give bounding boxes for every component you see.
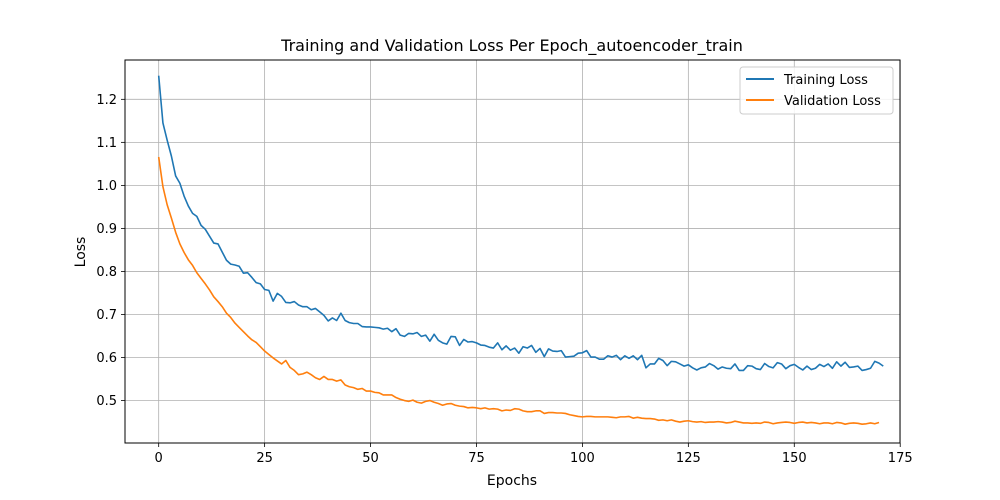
- legend: Training Loss Validation Loss: [739, 66, 894, 115]
- y-tick-label: 0.7: [96, 308, 117, 323]
- x-tick-label: 75: [468, 451, 485, 466]
- x-tick-label: 100: [570, 451, 595, 466]
- y-tick-label: 0.5: [96, 394, 117, 409]
- plot-frame: [124, 59, 901, 444]
- training-loss-line: [157, 75, 884, 372]
- y-tick-label: 0.8: [96, 265, 117, 280]
- y-tick-label: 0.6: [96, 351, 117, 366]
- x-tick-label: 50: [362, 451, 379, 466]
- validation-loss-line: [157, 156, 880, 426]
- x-tick-label: 150: [782, 451, 807, 466]
- y-axis: 0.5 0.6 0.7 0.8 0.9 1.0 1.1 1.2: [96, 93, 125, 409]
- x-tick-label: 0: [155, 451, 163, 466]
- legend-box: [739, 66, 894, 115]
- x-axis: 0 25 50 75 100 125 150 175: [155, 443, 913, 466]
- chart-title: Training and Validation Loss Per Epoch_a…: [280, 36, 743, 56]
- x-tick-label: 175: [888, 451, 913, 466]
- y-tick-label: 1.0: [96, 179, 117, 194]
- y-tick-label: 0.9: [96, 222, 117, 237]
- x-axis-label: Epochs: [487, 473, 537, 489]
- grid: [125, 60, 901, 443]
- x-tick-label: 125: [676, 451, 701, 466]
- series-layer: [157, 75, 884, 426]
- legend-label-training-loss: Training Loss: [783, 73, 868, 88]
- y-tick-label: 1.1: [96, 136, 117, 151]
- x-tick-label: 25: [256, 451, 273, 466]
- legend-label-validation-loss: Validation Loss: [784, 94, 881, 109]
- y-tick-label: 1.2: [96, 93, 117, 108]
- y-axis-label: Loss: [73, 237, 89, 268]
